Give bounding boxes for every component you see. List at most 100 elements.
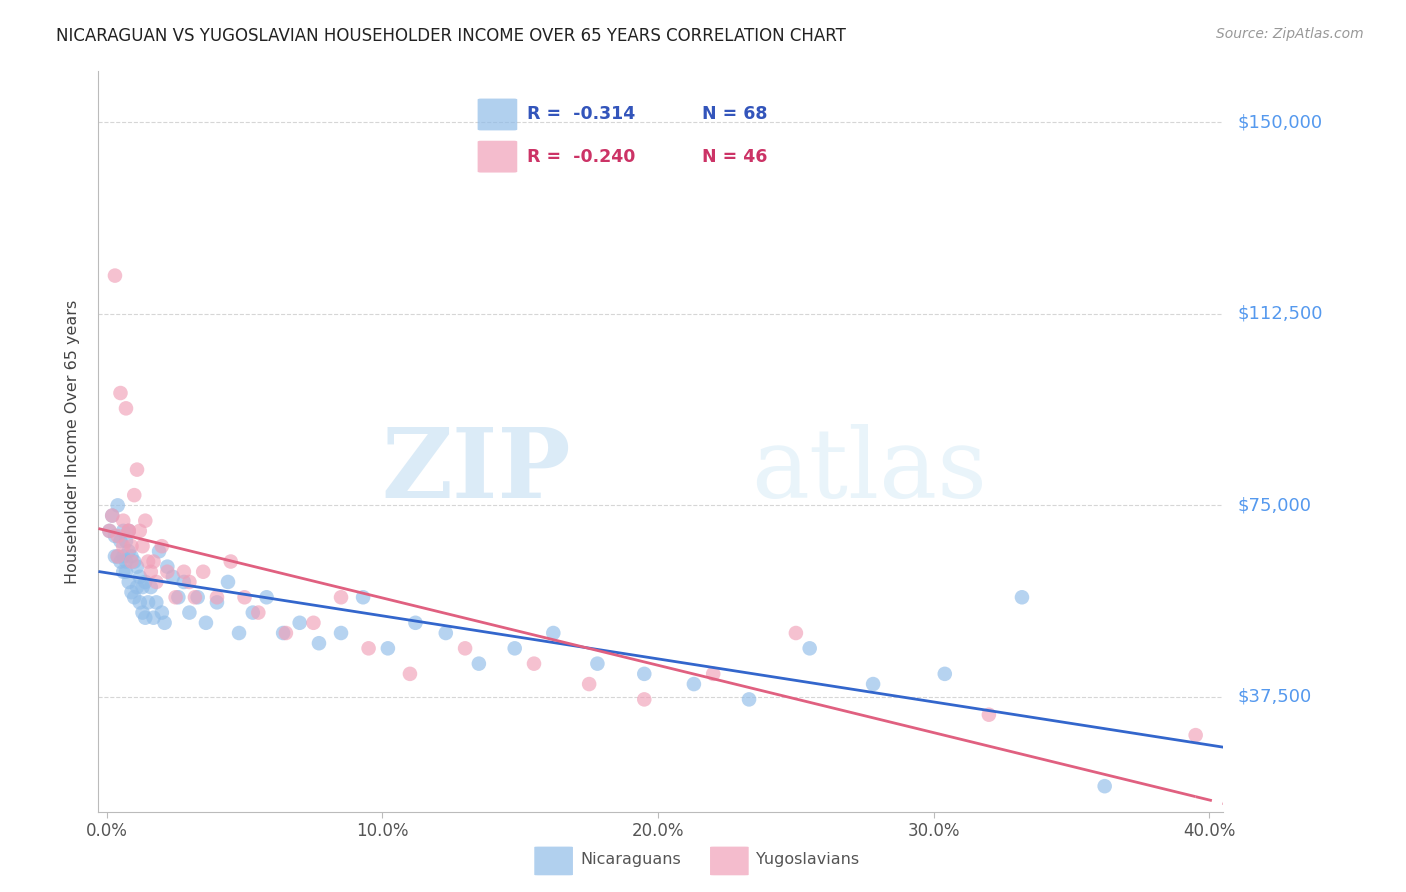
Point (633, 666, 655, 681)
Point (586, 657, 609, 671)
Point (107, 529, 129, 543)
Point (122, 555, 145, 569)
Point (233, 591, 256, 605)
Point (107, 549, 129, 564)
Point (134, 514, 156, 528)
Point (271, 626, 294, 640)
Point (219, 555, 242, 569)
Point (118, 544, 141, 558)
Text: R =  -0.314: R = -0.314 (527, 105, 636, 123)
Point (134, 610, 156, 624)
Point (136, 595, 159, 609)
Point (274, 626, 297, 640)
Point (217, 574, 239, 589)
Point (139, 580, 162, 594)
Point (799, 641, 821, 656)
Point (121, 555, 143, 569)
Point (118, 524, 141, 538)
Point (194, 615, 217, 630)
FancyBboxPatch shape (478, 98, 517, 130)
Point (179, 574, 201, 589)
Point (173, 565, 195, 579)
Point (104, 268, 127, 283)
Point (165, 591, 187, 605)
Point (184, 591, 207, 605)
Point (205, 595, 228, 609)
Text: N = 68: N = 68 (703, 105, 768, 123)
Text: Yugoslavians: Yugoslavians (756, 853, 859, 867)
Text: NICARAGUAN VS YUGOSLAVIAN HOUSEHOLDER INCOME OVER 65 YEARS CORRELATION CHART: NICARAGUAN VS YUGOSLAVIAN HOUSEHOLDER IN… (56, 27, 846, 45)
Point (156, 565, 179, 579)
Point (145, 574, 167, 589)
Point (352, 591, 374, 605)
Point (112, 524, 135, 538)
Point (862, 677, 884, 691)
Point (125, 559, 148, 574)
Point (702, 666, 724, 681)
FancyBboxPatch shape (534, 847, 574, 875)
Point (118, 524, 141, 538)
Point (738, 692, 761, 706)
Point (121, 549, 143, 564)
Point (115, 534, 138, 549)
Point (399, 666, 422, 681)
Point (134, 574, 156, 589)
Point (156, 559, 179, 574)
Text: atlas: atlas (751, 425, 987, 518)
Point (193, 565, 215, 579)
Point (101, 508, 124, 523)
Point (98, 524, 121, 538)
Point (112, 539, 135, 553)
Point (131, 539, 153, 553)
Point (98, 524, 121, 538)
Point (115, 565, 138, 579)
Point (205, 591, 228, 605)
Point (247, 606, 270, 620)
Text: N = 46: N = 46 (703, 148, 768, 166)
Point (377, 641, 399, 656)
Point (578, 677, 600, 691)
Point (145, 595, 167, 609)
Point (785, 626, 807, 640)
Point (256, 591, 278, 605)
Point (110, 555, 132, 569)
Point (128, 524, 150, 538)
Text: Source: ZipAtlas.com: Source: ZipAtlas.com (1216, 27, 1364, 41)
Point (101, 508, 124, 523)
Point (131, 580, 153, 594)
Point (128, 595, 150, 609)
Point (121, 585, 143, 599)
Point (503, 641, 526, 656)
Point (118, 574, 141, 589)
Point (125, 462, 148, 476)
Point (1094, 779, 1116, 793)
Point (1184, 728, 1206, 742)
Text: R =  -0.240: R = -0.240 (527, 148, 636, 166)
FancyBboxPatch shape (710, 847, 748, 875)
Point (173, 574, 195, 589)
Point (110, 386, 132, 401)
Y-axis label: Householder Income Over 65 years: Householder Income Over 65 years (65, 300, 80, 583)
Point (1011, 591, 1033, 605)
Point (330, 591, 353, 605)
Point (112, 514, 135, 528)
Point (330, 626, 353, 640)
Point (122, 591, 145, 605)
Point (468, 657, 491, 671)
Point (136, 555, 159, 569)
Point (288, 615, 311, 630)
Point (142, 610, 165, 624)
Point (110, 534, 132, 549)
Text: $37,500: $37,500 (1237, 688, 1312, 706)
Point (112, 565, 135, 579)
Point (104, 529, 127, 543)
Point (125, 580, 148, 594)
Text: $75,000: $75,000 (1237, 496, 1312, 515)
Point (683, 677, 706, 691)
Point (167, 591, 190, 605)
Point (148, 544, 170, 558)
Point (357, 641, 380, 656)
Text: $112,500: $112,500 (1237, 305, 1323, 323)
Point (104, 549, 127, 564)
Text: $150,000: $150,000 (1237, 113, 1322, 131)
